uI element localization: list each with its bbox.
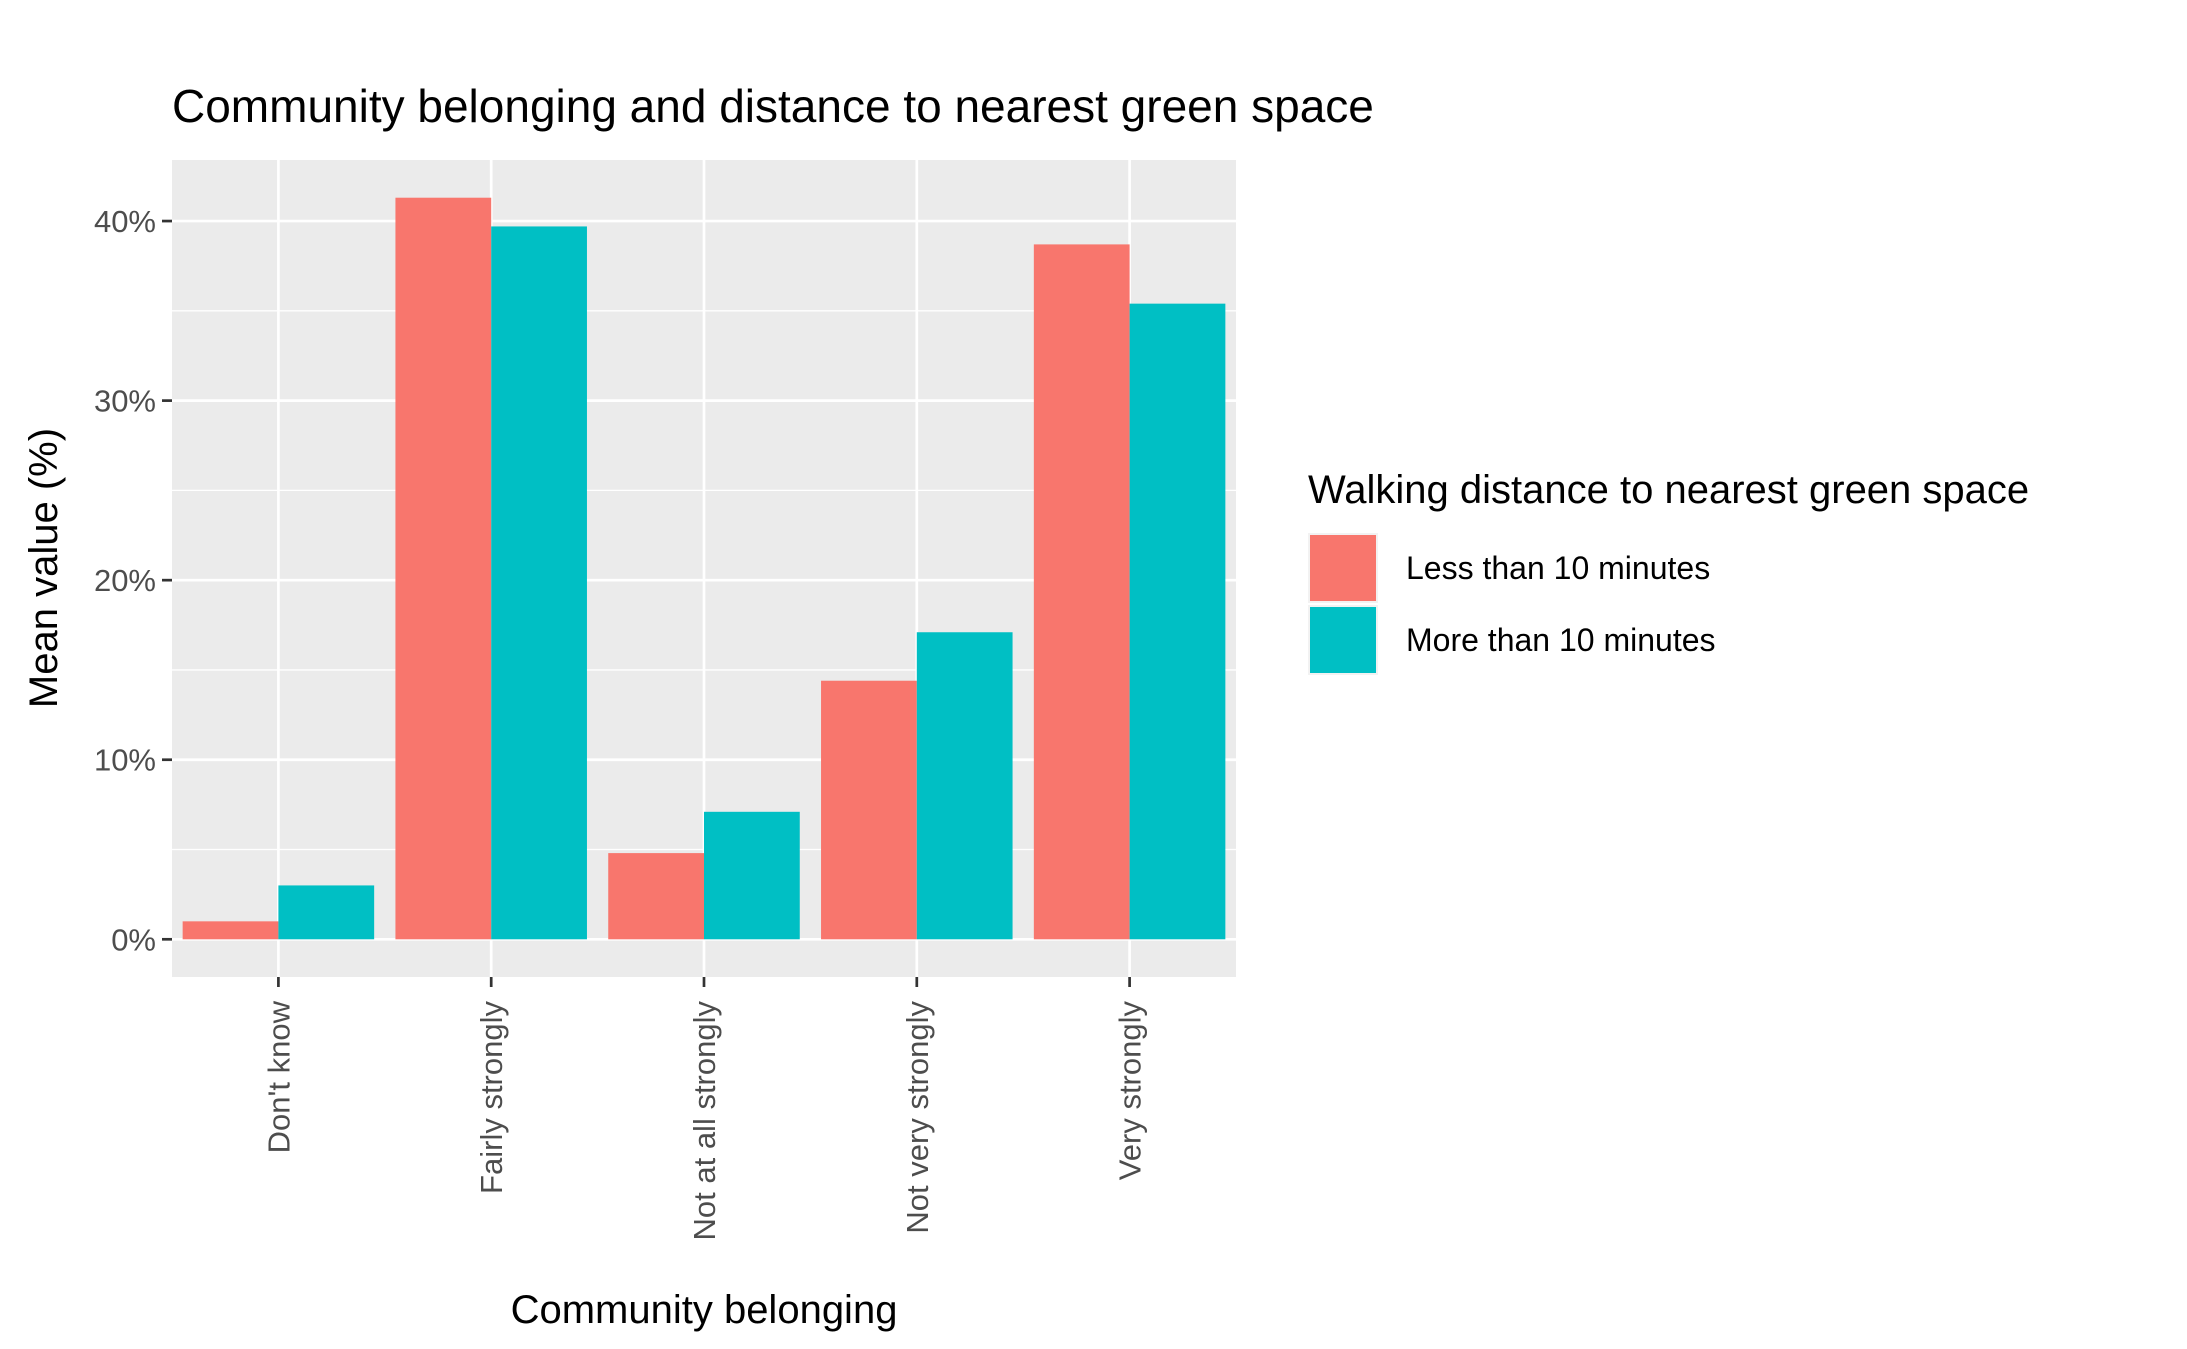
y-tick-label: 30%: [94, 384, 156, 419]
bar: [491, 226, 587, 940]
x-tick-label: Don't know: [261, 1000, 296, 1153]
bar: [182, 921, 279, 940]
y-tick-label: 10%: [94, 743, 156, 778]
bar: [395, 197, 492, 940]
bar: [278, 885, 375, 940]
x-tick-label: Very strongly: [1113, 1001, 1148, 1181]
bar: [821, 680, 917, 940]
x-tick-label: Not very strongly: [900, 1001, 935, 1234]
y-tick-label: 20%: [94, 563, 156, 598]
x-axis-title: Community belonging: [511, 1288, 898, 1332]
bar: [1129, 303, 1226, 940]
x-axis: Don't know Fairly strongly Not at all stro…: [261, 977, 1148, 1241]
bar: [1033, 244, 1130, 940]
legend-label: More than 10 minutes: [1406, 622, 1716, 658]
legend-swatch: [1310, 535, 1376, 601]
y-tick-label: 0%: [111, 922, 156, 957]
legend-swatch: [1310, 607, 1376, 673]
chart-title: Community belonging and distance to near…: [172, 80, 1374, 132]
bar: [704, 811, 800, 940]
legend-title: Walking distance to nearest green space: [1308, 468, 2029, 512]
bar: [608, 853, 704, 940]
legend: Walking distance to nearest green space …: [1308, 468, 2029, 675]
y-axis-title: Mean value (%): [22, 428, 66, 708]
bar: [916, 632, 1013, 940]
y-axis: 0% 10% 20% 30% 40%: [94, 204, 172, 957]
x-tick-label: Fairly strongly: [474, 1001, 509, 1194]
y-tick-label: 40%: [94, 204, 156, 239]
x-tick-label: Not at all strongly: [687, 1001, 722, 1241]
bars: [182, 197, 1226, 940]
legend-label: Less than 10 minutes: [1406, 550, 1710, 586]
